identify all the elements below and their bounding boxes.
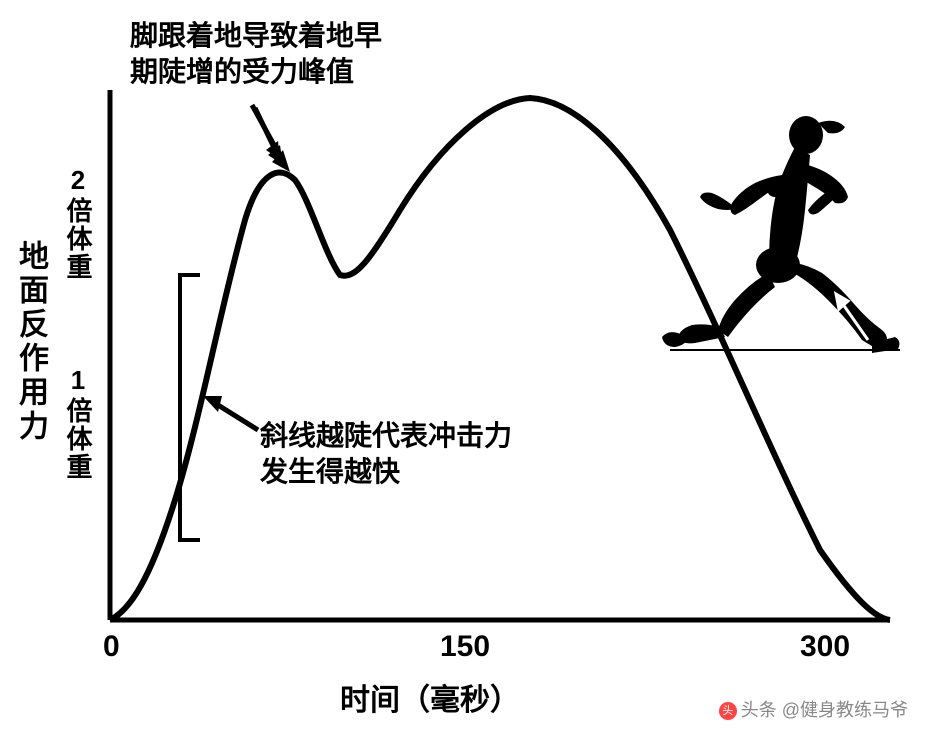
annotation-top-line1: 脚跟着地导致着地早	[130, 18, 382, 54]
annotation-mid-line1: 斜线越陡代表冲击力	[260, 418, 512, 454]
y-axis-label: 地面反作用力	[8, 240, 52, 444]
runner-silhouette	[650, 105, 910, 365]
top-annotation-arrow	[252, 105, 290, 172]
x-axis-label: 时间（毫秒）	[340, 675, 520, 719]
x-tick-300: 300	[800, 630, 850, 664]
watermark-icon: 头	[719, 702, 737, 720]
x-tick-0: 0	[103, 630, 120, 664]
grf-chart: 地面反作用力 2倍体重 1倍体重 0 150 300 时间（毫秒） 脚跟着地导致…	[0, 0, 938, 737]
y-tick-2bw: 2倍体重	[60, 165, 97, 281]
x-tick-150: 150	[440, 630, 490, 664]
loading-rate-annotation: 斜线越陡代表冲击力 发生得越快	[260, 418, 512, 491]
y-tick-1bw: 1倍体重	[60, 365, 97, 481]
watermark: 头头条 @健身教练马爷	[719, 696, 908, 722]
mid-annotation-arrow	[203, 396, 258, 430]
annotation-mid-line2: 发生得越快	[260, 454, 512, 490]
heel-strike-annotation: 脚跟着地导致着地早 期陡增的受力峰值	[130, 18, 382, 91]
watermark-text: 头条 @健身教练马爷	[741, 700, 908, 720]
annotation-top-line2: 期陡增的受力峰值	[130, 54, 382, 90]
